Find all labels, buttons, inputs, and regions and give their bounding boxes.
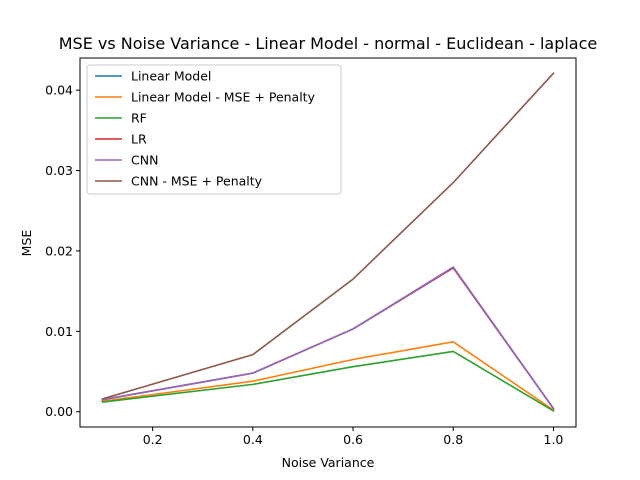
series-line-5 xyxy=(101,72,555,400)
y-axis-label: MSE xyxy=(19,230,34,257)
x-tick-label: 0.8 xyxy=(443,432,463,447)
x-tick-label: 0.6 xyxy=(343,432,363,447)
x-tick-label: 1.0 xyxy=(544,432,564,447)
legend: Linear Model Linear Model - MSE + Penalty… xyxy=(86,64,342,195)
series-line-2 xyxy=(101,350,555,413)
series-line-4 xyxy=(101,266,555,410)
y-tick-label: 0.04 xyxy=(45,83,73,98)
y-tick-label: 0.01 xyxy=(45,324,73,339)
x-tick-label: 0.2 xyxy=(143,432,163,447)
legend-label: RF xyxy=(131,111,147,126)
legend-label: Linear Model xyxy=(131,69,211,84)
x-axis: 0.2 0.4 0.6 0.8 1.0 xyxy=(143,427,564,447)
legend-label: CNN - MSE + Penalty xyxy=(131,174,263,189)
y-tick-label: 0.02 xyxy=(45,243,73,258)
legend-label: Linear Model - MSE + Penalty xyxy=(131,90,316,105)
legend-label: LR xyxy=(131,132,147,147)
plot-frame xyxy=(79,57,577,428)
legend-label: CNN xyxy=(131,153,158,168)
series-layer xyxy=(101,72,555,413)
y-tick-label: 0.00 xyxy=(45,404,73,419)
legend-frame xyxy=(86,64,342,195)
series-line-1 xyxy=(101,340,555,412)
chart-title: MSE vs Noise Variance - Linear Model - n… xyxy=(59,34,598,53)
y-axis: 0.00 0.01 0.02 0.03 0.04 xyxy=(45,83,80,419)
y-tick-label: 0.03 xyxy=(45,163,73,178)
x-tick-label: 0.4 xyxy=(243,432,263,447)
x-axis-label: Noise Variance xyxy=(282,455,375,470)
